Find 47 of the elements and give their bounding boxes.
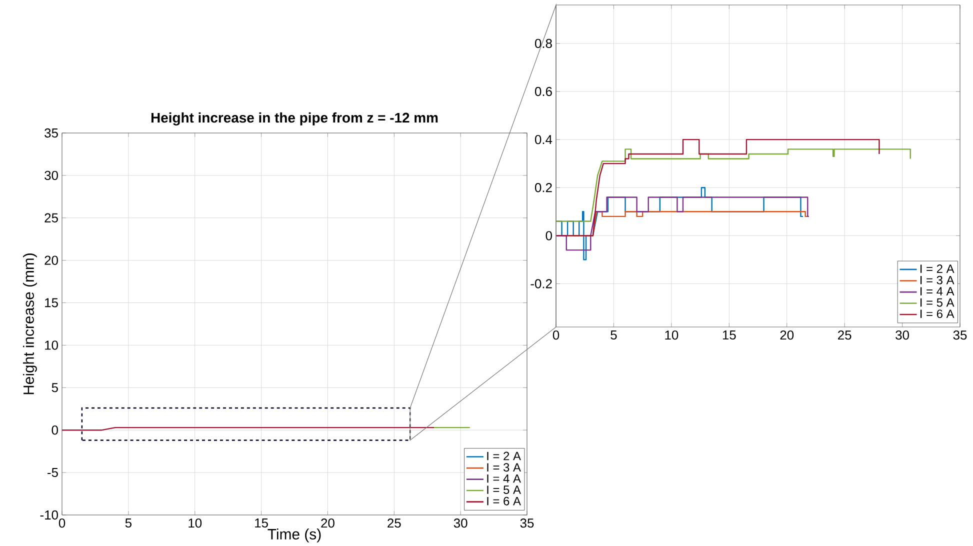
x-tick-label: 15	[255, 518, 268, 528]
chart-title: Height increase in the pipe from z = -12 mm	[151, 112, 438, 126]
y-axis-title: Height increase (mm)	[23, 254, 37, 394]
legend-label: I = 2 A	[920, 264, 954, 273]
y-tick-label: 0.4	[534, 134, 552, 144]
legend-label: I = 6 A	[920, 310, 954, 318]
y-tick-label: 0	[546, 231, 552, 240]
x-tick-label: 35	[520, 518, 534, 528]
x-tick-label: 0	[58, 518, 66, 528]
legend-label: I = 5 A	[920, 298, 954, 307]
y-tick-label: 35	[44, 128, 58, 138]
legend-label: I = 4 A	[487, 474, 521, 483]
x-tick-label: 20	[780, 330, 794, 340]
y-tick-label: 0.6	[534, 86, 552, 96]
legend-label: I = 6 A	[487, 496, 521, 506]
y-tick-label: -5	[48, 468, 58, 478]
x-tick-label: 5	[610, 330, 617, 340]
y-tick-label: 15	[45, 298, 58, 308]
legend-label: I = 3 A	[920, 276, 954, 284]
y-tick-label: 5	[52, 383, 58, 392]
x-tick-label: 5	[125, 518, 132, 528]
x-tick-label: 20	[321, 518, 334, 528]
line-series	[556, 138, 880, 236]
y-tick-label: 0.8	[534, 38, 552, 48]
x-tick-label: 10	[665, 330, 678, 340]
y-tick-label: 0.2	[534, 183, 552, 192]
y-tick-label: 25	[44, 213, 58, 222]
x-tick-label: 15	[722, 330, 736, 340]
legend-label: I = 4 A	[920, 287, 954, 296]
y-tick-label: 10	[45, 340, 58, 350]
x-tick-label: 25	[838, 330, 852, 340]
x-tick-label: 30	[454, 518, 468, 528]
y-tick-label: 0	[52, 426, 58, 435]
x-tick-label: 0	[552, 330, 560, 340]
line-series	[556, 148, 911, 222]
legend-label: I = 2 A	[487, 452, 521, 460]
y-tick-label: 30	[44, 170, 58, 180]
legend-label: I = 5 A	[487, 486, 521, 494]
x-tick-label: 10	[188, 518, 202, 528]
y-tick-label: 20	[44, 256, 58, 265]
y-tick-label: -10	[40, 510, 58, 520]
legend-label: I = 3 A	[487, 463, 521, 472]
x-tick-label: 30	[896, 330, 909, 340]
x-axis-title: Time (s)	[268, 528, 321, 542]
x-tick-label: 25	[388, 518, 401, 528]
y-tick-label: -0.2	[530, 279, 552, 288]
x-tick-label: 35	[953, 330, 967, 340]
